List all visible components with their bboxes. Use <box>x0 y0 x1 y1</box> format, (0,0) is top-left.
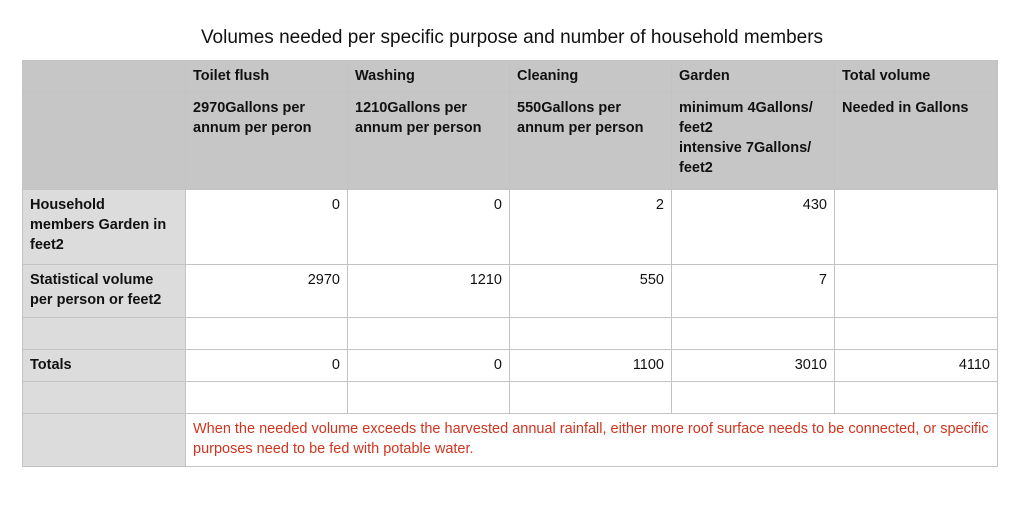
table-row-empty <box>22 317 998 350</box>
column-header-garden: Garden <box>671 60 835 93</box>
empty-cell[interactable] <box>834 381 998 414</box>
header-row: Toilet flush Washing Cleaning Garden Tot… <box>22 60 998 93</box>
column-header-washing: Washing <box>347 60 510 93</box>
rate-line: intensive 7Gallons/ <box>679 140 812 156</box>
rate-line: annum per peron <box>193 120 312 136</box>
rate-line: feet2 <box>679 120 713 136</box>
rate-line: 2970Gallons per <box>193 100 306 116</box>
row-label-statistical: Statistical volume per person or feet2 <box>22 264 186 318</box>
cell-statistical-toilet-flush[interactable]: 2970 <box>185 264 348 318</box>
empty-cell[interactable] <box>671 381 835 414</box>
cell-statistical-cleaning[interactable]: 550 <box>509 264 672 318</box>
column-header-total-volume: Total volume <box>834 60 998 93</box>
rate-total-volume: Needed in Gallons <box>834 92 998 190</box>
row-label-empty <box>22 317 186 350</box>
cell-totals-cleaning[interactable]: 1100 <box>509 349 672 382</box>
table-row-note: When the needed volume exceeds the harve… <box>22 413 998 467</box>
rate-washing: 1210Gallons per annum per person <box>347 92 510 190</box>
row-label-empty <box>22 381 186 414</box>
empty-cell[interactable] <box>347 381 510 414</box>
table-row-statistical: Statistical volume per person or feet2 2… <box>22 264 998 318</box>
empty-cell[interactable] <box>509 317 672 350</box>
empty-cell[interactable] <box>185 381 348 414</box>
row-label-line: feet2 <box>30 237 64 253</box>
cell-statistical-garden[interactable]: 7 <box>671 264 835 318</box>
rate-line: annum per person <box>355 120 482 136</box>
rate-line: 550Gallons per <box>517 100 621 116</box>
cell-statistical-washing[interactable]: 1210 <box>347 264 510 318</box>
cell-totals-toilet-flush[interactable]: 0 <box>185 349 348 382</box>
cell-totals-total[interactable]: 4110 <box>834 349 998 382</box>
column-header-cleaning: Cleaning <box>509 60 672 93</box>
row-label-line: Household <box>30 197 105 213</box>
warning-note: When the needed volume exceeds the harve… <box>185 413 998 467</box>
rate-row: 2970Gallons per annum per peron 1210Gall… <box>22 92 998 190</box>
rate-line: minimum 4Gallons/ <box>679 100 813 116</box>
cell-household-washing[interactable]: 0 <box>347 189 510 265</box>
row-label-line: Statistical volume <box>30 272 154 288</box>
page-title: Volumes needed per specific purpose and … <box>200 27 824 48</box>
cell-totals-garden[interactable]: 3010 <box>671 349 835 382</box>
rate-cleaning: 550Gallons per annum per person <box>509 92 672 190</box>
row-label-household: Household members Garden in feet2 <box>22 189 186 265</box>
rate-line: feet2 <box>679 160 713 176</box>
rate-line: Needed in Gallons <box>842 100 969 116</box>
rate-toilet-flush: 2970Gallons per annum per peron <box>185 92 348 190</box>
rate-garden: minimum 4Gallons/ feet2 intensive 7Gallo… <box>671 92 835 190</box>
empty-cell[interactable] <box>671 317 835 350</box>
empty-cell[interactable] <box>834 317 998 350</box>
corner-cell <box>22 60 186 93</box>
rate-line: annum per person <box>517 120 644 136</box>
rate-line: 1210Gallons per <box>355 100 468 116</box>
row-label-line: members Garden in <box>30 217 167 233</box>
empty-cell[interactable] <box>185 317 348 350</box>
row-label-line: per person or feet2 <box>30 292 162 308</box>
rate-row-label <box>22 92 186 190</box>
empty-cell[interactable] <box>509 381 672 414</box>
table-row-empty <box>22 381 998 414</box>
cell-statistical-total[interactable] <box>834 264 998 318</box>
cell-totals-washing[interactable]: 0 <box>347 349 510 382</box>
cell-household-garden[interactable]: 430 <box>671 189 835 265</box>
table-row-totals: Totals 0 0 1100 3010 4110 <box>22 349 998 382</box>
cell-household-total[interactable] <box>834 189 998 265</box>
empty-cell[interactable] <box>347 317 510 350</box>
cell-household-toilet-flush[interactable]: 0 <box>185 189 348 265</box>
row-label-totals: Totals <box>22 349 186 382</box>
cell-household-cleaning[interactable]: 2 <box>509 189 672 265</box>
volumes-table: Toilet flush Washing Cleaning Garden Tot… <box>22 60 998 467</box>
row-label-note <box>22 413 186 467</box>
table-row-household: Household members Garden in feet2 0 0 2 … <box>22 189 998 265</box>
column-header-toilet-flush: Toilet flush <box>185 60 348 93</box>
